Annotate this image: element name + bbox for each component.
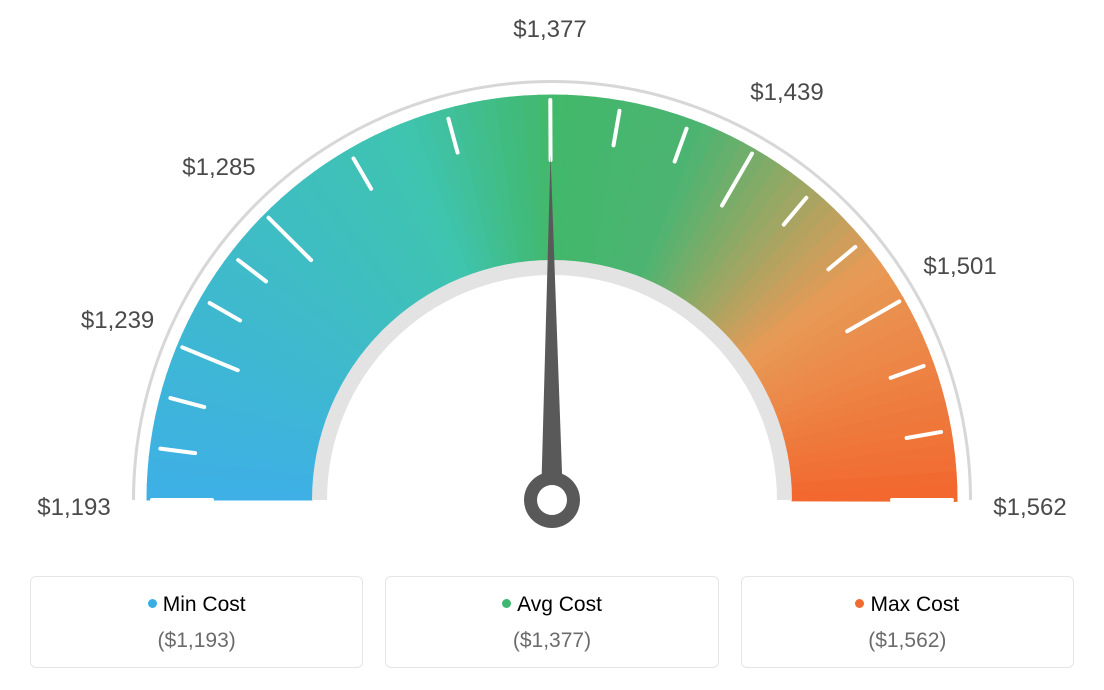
legend-avg-value: ($1,377) (396, 629, 707, 653)
gauge-tick-label: $1,501 (923, 253, 996, 281)
legend-avg-label: Avg Cost (517, 593, 602, 616)
gauge-chart-container: { "gauge": { "type": "gauge", "center_x"… (0, 0, 1104, 690)
gauge-tick-label: $1,193 (37, 494, 110, 522)
legend-min-value: ($1,193) (41, 629, 352, 653)
legend-card-avg: Avg Cost ($1,377) (385, 576, 718, 668)
dot-icon (855, 599, 864, 608)
legend-max-title: Max Cost (752, 593, 1063, 617)
dot-icon (148, 599, 157, 608)
legend-card-max: Max Cost ($1,562) (741, 576, 1074, 668)
gauge-tick-label: $1,239 (81, 307, 154, 335)
legend-min-title: Min Cost (41, 593, 352, 617)
legend-card-min: Min Cost ($1,193) (30, 576, 363, 668)
dot-icon (502, 599, 511, 608)
gauge-tick-label: $1,562 (993, 494, 1066, 522)
gauge-tick-label: $1,439 (750, 79, 823, 107)
legend-max-value: ($1,562) (752, 629, 1063, 653)
legend-max-label: Max Cost (870, 593, 959, 616)
gauge-tick-label: $1,285 (182, 154, 255, 182)
legend-avg-title: Avg Cost (396, 593, 707, 617)
gauge-area: $1,193 $1,239 $1,285 $1,377 $1,439 $1,501 $1,5… (0, 0, 1104, 540)
legend-min-label: Min Cost (163, 593, 246, 616)
gauge-tick-label: $1,377 (513, 16, 586, 44)
legend-row: Min Cost ($1,193) Avg Cost ($1,377) Max … (30, 576, 1074, 668)
